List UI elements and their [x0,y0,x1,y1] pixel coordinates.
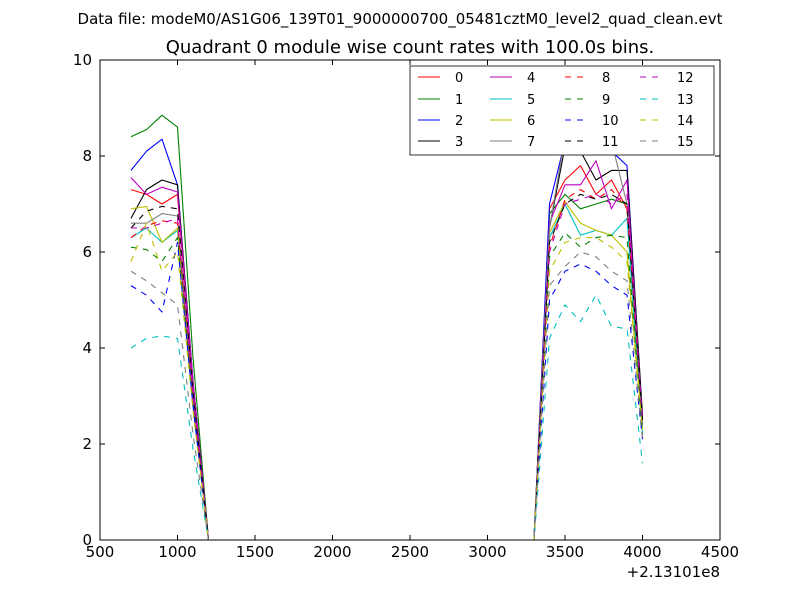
y-tick-label: 8 [82,147,92,165]
x-tick-label: 3000 [468,543,506,561]
legend-label-0: 0 [455,71,463,86]
series-line-6 [130,201,644,540]
legend-label-15: 15 [677,135,694,150]
x-tick-label: 500 [86,543,115,561]
legend-label-8: 8 [602,71,610,86]
figure-suptitle: Data file: modeM0/AS1G06_139T01_90000007… [78,10,723,29]
legend-label-2: 2 [455,114,463,129]
series-line-5 [130,203,644,540]
x-axis: 500 1000 1500 2000 2500 3000 3500 4000 4500 [86,60,739,561]
legend-frame [409,65,715,156]
series-line-0 [130,165,644,540]
legend-label-6: 6 [527,114,535,129]
chart-title: Quadrant 0 module wise count rates with … [166,37,655,58]
series-line-8 [130,189,644,540]
legend-label-13: 13 [677,93,694,108]
series-line-4 [130,160,644,540]
legend-label-10: 10 [602,114,619,129]
x-offset-label: +2.13101e8 [627,563,720,581]
x-tick-label: 1500 [236,543,274,561]
series-line-12 [131,193,644,540]
x-tick-label: 4000 [623,543,661,561]
x-tick-label: 1000 [158,543,196,561]
series-line-2 [130,131,644,540]
series-line-7 [131,136,644,540]
legend-label-1: 1 [455,93,463,108]
legend-label-11: 11 [602,135,619,150]
legend-label-5: 5 [527,93,535,108]
legend-label-14: 14 [677,114,694,129]
series-layer [130,114,644,540]
legend-label-4: 4 [527,71,535,86]
legend-label-7: 7 [527,135,535,150]
x-tick-label: 2000 [313,543,351,561]
legend-label-12: 12 [677,71,694,86]
x-tick-label: 4500 [701,543,739,561]
y-tick-label: 6 [82,243,92,261]
series-line-3 [130,145,644,540]
x-tick-label: 2500 [391,543,429,561]
y-tick-label: 4 [82,339,92,357]
y-tick-label: 0 [82,531,92,549]
x-tick-label: 3500 [546,543,584,561]
y-tick-label: 10 [73,51,92,69]
legend-label-9: 9 [602,93,610,108]
y-tick-label: 2 [82,435,92,453]
legend-label-3: 3 [455,135,463,150]
